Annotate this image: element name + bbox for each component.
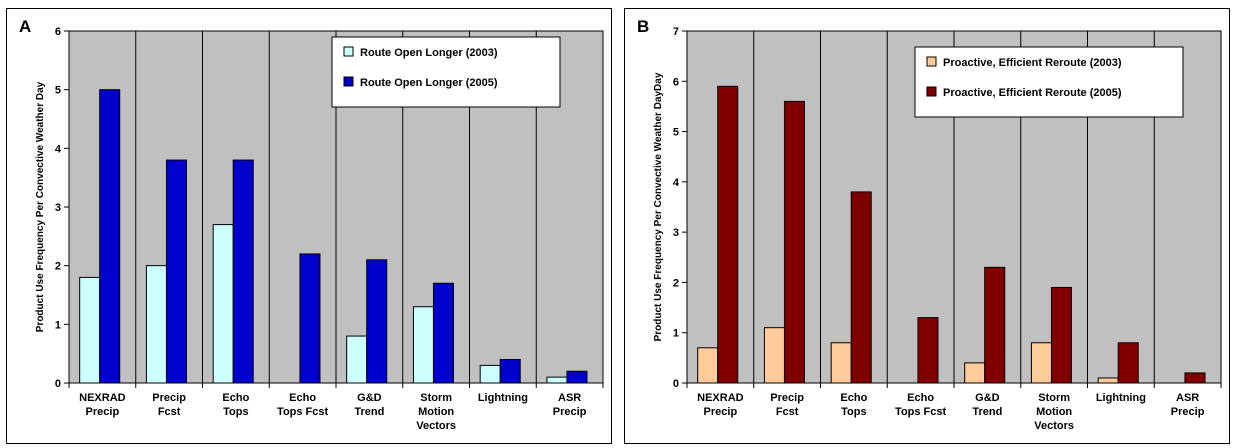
bar-series-2-6: [1050, 286, 1072, 384]
legend-label-1: Route Open Longer (2003): [360, 47, 498, 59]
bar-series-2-4: [299, 253, 321, 384]
x-category-label: ASR Precip: [1171, 392, 1205, 418]
chart-b-svg: 0 1 2 3 4 5 6 7 Product Use Frequency Per Convec…: [653, 26, 1222, 432]
y-tick-label: 6: [673, 76, 679, 88]
bar-series-2-1: [99, 89, 121, 384]
y-tick-label: 4: [55, 143, 62, 155]
x-category-label: NEXRAD Precip: [697, 392, 744, 418]
y-tick-label: 5: [673, 127, 679, 139]
x-category-label: Echo Tops Fcst: [895, 392, 946, 418]
panel-label-a: A: [19, 17, 32, 36]
bar-series-1-7: [479, 364, 501, 384]
x-category-label: Lightning: [478, 392, 528, 404]
legend-label-2: Route Open Longer (2005): [360, 77, 498, 89]
y-tick-label: 5: [55, 85, 61, 97]
y-tick-label: 6: [55, 26, 61, 38]
x-category-label: Lightning: [1096, 392, 1146, 404]
bar-series-2-5: [366, 259, 388, 384]
bar-series-1-5: [346, 335, 368, 384]
bar-series-2-8: [566, 370, 588, 384]
y-tick-label: 7: [673, 26, 679, 38]
legend-swatch-1: [926, 56, 937, 67]
y-axis-title: Product Use Frequency Per Convective Wea…: [653, 72, 664, 341]
bar-series-1-1: [79, 276, 101, 384]
bar-series-2-1: [717, 85, 739, 384]
bar-series-2-4: [917, 317, 939, 384]
bar-series-1-2: [145, 265, 167, 384]
bar-series-2-3: [232, 159, 254, 384]
x-category-label: G&D Trend: [972, 392, 1002, 418]
bar-series-1-3: [212, 224, 234, 384]
x-category-label: G&D Trend: [354, 392, 384, 418]
bar-series-1-6: [1030, 342, 1052, 384]
x-category-label: Echo Tops Fcst: [277, 392, 328, 418]
panel-label-b: B: [637, 17, 650, 36]
chart-panel-a: A 0 1 2 3 4 5 6 Product Use Frequency Per Conve…: [6, 8, 612, 444]
bar-series-2-8: [1184, 372, 1206, 384]
y-tick-label: 0: [55, 378, 61, 390]
y-tick-label: 1: [55, 319, 61, 331]
chart-a-svg: 0 1 2 3 4 5 6 Product Use Frequency Per Convect…: [35, 26, 604, 432]
bar-series-2-5: [984, 266, 1006, 384]
y-tick-label: 2: [673, 277, 679, 289]
bar-series-2-7: [499, 359, 521, 384]
bar-series-2-6: [432, 282, 454, 384]
bar-series-1-2: [763, 327, 785, 384]
legend-label-2: Proactive, Efficient Reroute (2005): [943, 87, 1122, 99]
x-category-label: Echo Tops: [840, 392, 867, 418]
x-category-label: Precip Fcst: [770, 392, 804, 418]
bar-series-2-2: [165, 159, 187, 384]
y-tick-label: 4: [673, 177, 680, 189]
legend-box: [914, 46, 1184, 118]
legend-swatch-2: [926, 86, 937, 97]
bar-series-1-6: [412, 306, 434, 384]
bar-series-2-7: [1117, 342, 1139, 384]
legend-swatch-1: [343, 46, 354, 57]
bar-series-1-7: [1097, 377, 1119, 384]
chart-panel-b: B 0 1 2 3 4 5 6 7 Product Use Frequency Per Conv…: [624, 8, 1230, 444]
x-category-label: Echo Tops: [222, 392, 249, 418]
legend-box: [331, 36, 561, 108]
y-tick-label: 0: [673, 378, 679, 390]
bar-series-2-3: [850, 191, 872, 384]
y-axis-title: Product Use Frequency Per Convective Wea…: [35, 81, 46, 332]
bar-series-1-1: [697, 347, 719, 384]
x-category-label: Precip Fcst: [152, 392, 186, 418]
bar-series-1-5: [964, 362, 986, 384]
y-tick-label: 1: [673, 328, 679, 340]
x-category-label: Storm Motion Vectors: [416, 392, 456, 432]
x-category-label: Storm Motion Vectors: [1034, 392, 1074, 432]
bar-series-1-3: [830, 342, 852, 384]
legend-swatch-2: [343, 76, 354, 87]
y-tick-label: 3: [673, 227, 679, 239]
bar-series-1-8: [546, 376, 568, 384]
y-tick-label: 2: [55, 261, 61, 273]
x-category-label: ASR Precip: [553, 392, 587, 418]
legend-label-1: Proactive, Efficient Reroute (2003): [943, 57, 1122, 69]
x-category-label: NEXRAD Precip: [79, 392, 126, 418]
y-tick-label: 3: [55, 202, 61, 214]
bar-series-2-2: [783, 100, 805, 384]
